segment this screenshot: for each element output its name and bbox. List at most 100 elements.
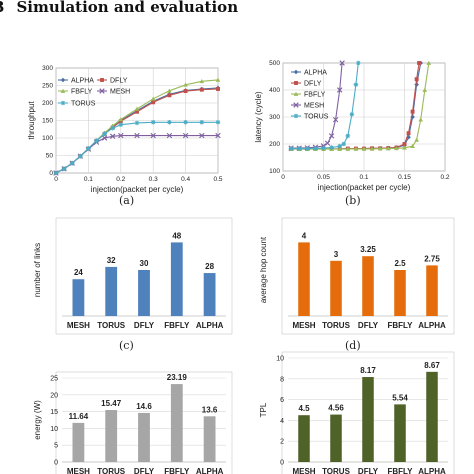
y-tick-label: 50 (46, 153, 54, 160)
y-axis-label: number of links (33, 243, 42, 297)
legend-label: DFLY (304, 81, 322, 88)
data-point (288, 146, 294, 151)
caption-a: (a) (119, 194, 135, 207)
bar-value-label: 23.19 (167, 373, 188, 382)
x-tick-label: 0.5 (213, 176, 222, 183)
data-point (339, 60, 345, 66)
y-tick-label: 10 (50, 426, 58, 433)
legend-marker (100, 78, 104, 82)
data-point (332, 117, 339, 123)
data-point (135, 109, 139, 114)
data-point (199, 79, 205, 84)
data-point (426, 60, 432, 65)
category-label: FBFLY (164, 467, 190, 474)
y-tick-label: 15 (50, 409, 58, 416)
data-point (183, 82, 188, 87)
data-point (353, 146, 359, 151)
category-label: MESH (67, 467, 90, 474)
data-point (345, 133, 351, 139)
bar-dfly (362, 256, 374, 316)
legend-label: DFLY (110, 78, 128, 85)
legend-marker (294, 81, 298, 85)
section-heading: 3 Simulation and evaluation (0, 0, 238, 16)
category-label: FBFLY (164, 321, 190, 330)
category-label: DFLY (358, 321, 379, 330)
bar-value-label: 3 (334, 250, 339, 259)
data-point (215, 119, 221, 125)
y-tick-label: 6 (280, 397, 284, 404)
legend-marker (293, 69, 299, 75)
data-point (417, 61, 422, 65)
legend: ALPHA DFLY FBFLY MESH TORUS (58, 78, 130, 108)
bar-dfly (138, 412, 150, 462)
bar-value-label: 3.25 (360, 245, 376, 254)
bar-value-label: 30 (140, 259, 149, 268)
y-axis-label: energy (W) (33, 400, 42, 440)
bar-torus (105, 410, 118, 462)
chart-c: 24 MESH 32 TORUS 30 DFLY 48 FBFLY 28 ALPHA number … (33, 217, 233, 335)
data-point (394, 146, 399, 151)
y-tick-label: 4 (280, 418, 284, 425)
bar-dfly (362, 377, 374, 462)
bar-fbfly (394, 404, 406, 462)
bar-alpha (203, 273, 216, 316)
legend-label: ALPHA (71, 78, 94, 85)
data-point (406, 131, 411, 136)
category-label: ALPHA (418, 467, 446, 474)
bar-value-label: 15.47 (101, 399, 122, 408)
bar-mesh (72, 422, 85, 462)
data-point (53, 170, 59, 176)
data-point (414, 137, 419, 142)
category-label: TORUS (97, 321, 126, 330)
data-point (386, 146, 391, 151)
data-point (329, 145, 334, 150)
y-tick-label: 0 (280, 460, 284, 467)
legend-marker (293, 91, 299, 96)
x-tick-label: 0.05 (317, 174, 330, 181)
data-point (349, 112, 355, 117)
bar-alpha (203, 416, 216, 462)
data-point (167, 93, 172, 98)
y-axis-label: average hop count (259, 236, 268, 303)
chart-b: 100 200 300 400 500 0 0.05 0.1 0.15 0.2 ALPHA DFLY F… (254, 60, 450, 192)
y-tick-label: 100 (269, 168, 280, 175)
bar-value-label: 2.75 (424, 254, 440, 263)
data-point (356, 60, 361, 66)
data-point (341, 141, 347, 147)
data-point (199, 119, 205, 125)
data-point (94, 138, 99, 144)
bar-value-label: 4.5 (298, 404, 310, 413)
y-tick-label: 100 (42, 135, 53, 142)
data-point (183, 119, 188, 125)
y-tick-label: 5 (54, 443, 58, 450)
bar-alpha (426, 371, 438, 462)
data-point (118, 132, 124, 139)
legend-marker (293, 113, 299, 119)
category-label: DFLY (358, 467, 379, 474)
data-point (134, 132, 140, 139)
legend-marker (60, 77, 66, 83)
x-axis-label: injection(packet per cycle) (91, 185, 184, 194)
data-point (402, 145, 407, 150)
data-point (150, 132, 156, 139)
data-point (321, 145, 326, 151)
bar-value-label: 4 (302, 231, 307, 240)
bar-value-label: 11.64 (69, 412, 89, 421)
bar-alpha (426, 265, 438, 316)
legend-label: MESH (304, 103, 324, 110)
category-label: DFLY (134, 321, 155, 330)
data-point (199, 87, 204, 92)
category-label: TORUS (97, 467, 126, 474)
data-point (101, 135, 108, 141)
data-point (337, 143, 342, 149)
bar-value-label: 14.6 (136, 402, 152, 411)
data-point (361, 146, 367, 151)
x-tick-label: 0 (281, 174, 285, 181)
y-tick-label: 0 (54, 460, 58, 467)
bar-value-label: 48 (172, 231, 181, 240)
data-point (418, 117, 423, 122)
data-point (166, 132, 173, 139)
bar-value-label: 8.17 (360, 366, 376, 375)
data-point (296, 146, 302, 151)
category-label: TORUS (322, 321, 351, 330)
